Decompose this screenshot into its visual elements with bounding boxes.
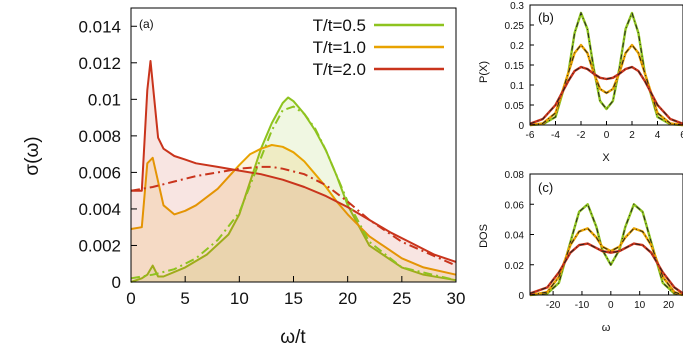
x-tick-label: 4 bbox=[655, 130, 661, 141]
panel-a-tag: (a) bbox=[139, 17, 154, 31]
panel-a-x-ticks: 0 5 10 15 20 25 30 bbox=[126, 276, 465, 308]
y-tick-label: 0.02 bbox=[505, 261, 525, 272]
panel-c: -20 -10 0 10 20 0 0.02 0.04 0.06 0.08 (c) ω DOS bbox=[478, 170, 683, 334]
y-tick-label: 0 bbox=[112, 273, 121, 292]
panel-a-y-ticks: 0 0.002 0.004 0.006 0.008 0.01 0.012 0.014 bbox=[78, 17, 137, 292]
panel-c-x-ticks: -20 -10 0 10 20 bbox=[546, 291, 675, 311]
x-tick-label: 0 bbox=[604, 130, 610, 141]
series-line-1 bbox=[130, 96, 457, 283]
panel-b-y-ticks: 0 0.05 0.1 0.15 0.2 0.25 0.3 bbox=[505, 1, 534, 132]
y-tick-label: 0.014 bbox=[78, 17, 121, 36]
panel-a-xlabel: ω/t bbox=[280, 327, 306, 348]
y-tick-label: 0.006 bbox=[78, 163, 121, 182]
legend-label-3: T/t=2.0 bbox=[313, 60, 366, 79]
y-tick-label: 0.008 bbox=[78, 127, 121, 146]
panel-b-x-ticks: -6 -4 -2 0 2 4 6 bbox=[526, 121, 683, 141]
x-tick-label: 10 bbox=[634, 300, 646, 311]
y-tick-label: 0.25 bbox=[505, 21, 525, 32]
x-tick-label: -4 bbox=[551, 130, 560, 141]
panel-b: -6-4-20246 00.050.10.150.20.250.3 (b) X … bbox=[478, 1, 683, 164]
panel-b-ylabel: P(X) bbox=[478, 61, 490, 83]
x-tick-label: -10 bbox=[575, 300, 590, 311]
y-tick-label: 0.002 bbox=[78, 236, 121, 255]
y-tick-label: 0 bbox=[518, 121, 524, 132]
dashdot-line-2 bbox=[130, 165, 457, 267]
legend-label-1: T/t=0.5 bbox=[313, 16, 366, 35]
y-tick-label: 0.1 bbox=[510, 81, 524, 92]
series-fit-line-3 bbox=[529, 243, 683, 294]
series-line-2 bbox=[529, 43, 683, 127]
x-tick-label: -6 bbox=[526, 130, 535, 141]
y-tick-label: 0 bbox=[518, 291, 524, 302]
y-tick-label: 0.05 bbox=[505, 101, 525, 112]
x-tick-label: 25 bbox=[392, 289, 411, 308]
y-tick-label: 0.3 bbox=[510, 1, 524, 12]
panel-b-tag: (b) bbox=[538, 10, 554, 25]
y-tick-label: 0.06 bbox=[505, 200, 525, 211]
x-tick-label: -2 bbox=[577, 130, 586, 141]
x-tick-label: 2 bbox=[629, 130, 635, 141]
x-tick-label: 20 bbox=[663, 300, 675, 311]
dashdot-line-1 bbox=[130, 105, 457, 282]
panel-a: 0 5 10 15 20 25 30 0 0.002 0.004 0.006 0.008 0.01 0.… bbox=[22, 7, 465, 348]
x-tick-label: 5 bbox=[180, 289, 189, 308]
y-tick-label: 0.08 bbox=[505, 170, 525, 181]
panel-a-plot-area bbox=[130, 60, 457, 283]
x-tick-label: 10 bbox=[230, 289, 249, 308]
panel-c-y-ticks: 0 0.02 0.04 0.06 0.08 bbox=[505, 170, 534, 302]
x-tick-label: -20 bbox=[546, 300, 561, 311]
panel-c-tag: (c) bbox=[538, 180, 553, 195]
y-tick-label: 0.2 bbox=[510, 41, 524, 52]
x-tick-label: 15 bbox=[284, 289, 303, 308]
series-line-2 bbox=[130, 144, 457, 276]
series-fill-1 bbox=[131, 97, 456, 282]
series-fill-3 bbox=[131, 61, 456, 282]
series-fit-line-2 bbox=[529, 44, 683, 126]
panel-c-plot-area bbox=[529, 203, 683, 297]
y-tick-label: 0.15 bbox=[505, 61, 525, 72]
panel-a-ylabel: σ(ω) bbox=[22, 136, 43, 175]
y-tick-label: 0.01 bbox=[88, 90, 121, 109]
legend: T/t=0.5 T/t=1.0 T/t=2.0 bbox=[313, 16, 444, 79]
panel-c-ylabel: DOS bbox=[478, 224, 490, 248]
panel-c-xlabel: ω bbox=[602, 322, 611, 334]
series-fit-line-2 bbox=[529, 227, 683, 296]
panel-b-plot-area bbox=[529, 11, 683, 127]
y-tick-label: 0.012 bbox=[78, 54, 121, 73]
legend-label-2: T/t=1.0 bbox=[313, 38, 366, 57]
x-tick-label: 6 bbox=[680, 130, 683, 141]
x-tick-label: 0 bbox=[126, 289, 135, 308]
y-tick-label: 0.04 bbox=[505, 231, 525, 242]
panel-b-xlabel: X bbox=[602, 152, 610, 164]
x-tick-label: 20 bbox=[338, 289, 357, 308]
x-tick-label: 0 bbox=[608, 300, 614, 311]
series-fill-2 bbox=[131, 145, 456, 282]
y-tick-label: 0.004 bbox=[78, 200, 121, 219]
series-line-3 bbox=[529, 65, 683, 125]
series-line-3 bbox=[131, 60, 457, 263]
x-tick-label: 30 bbox=[447, 289, 466, 308]
